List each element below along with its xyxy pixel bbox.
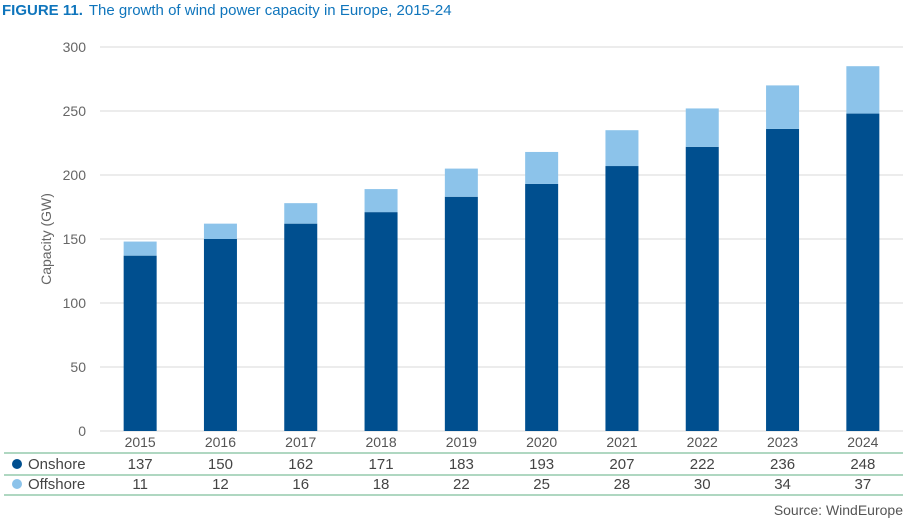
- bar-onshore-2023: [766, 128, 800, 432]
- table-value-offshore: 18: [373, 476, 390, 493]
- x-tick-label: 2015: [125, 434, 156, 450]
- table-value-offshore: 37: [855, 476, 872, 493]
- table-value-offshore: 11: [132, 476, 148, 493]
- bar-offshore-2017: [284, 203, 318, 224]
- table-value-onshore: 183: [449, 456, 474, 473]
- table-value-onshore: 236: [770, 456, 795, 473]
- table-value-offshore: 28: [614, 476, 631, 493]
- y-tick-label: 100: [63, 295, 87, 311]
- table-value-offshore: 34: [774, 476, 791, 493]
- bar-onshore-2024: [846, 113, 880, 431]
- table-value-onshore: 137: [128, 456, 153, 473]
- x-tick-label: 2017: [285, 434, 316, 450]
- y-axis-label: Capacity (GW): [38, 193, 54, 285]
- bar-offshore-2016: [203, 223, 237, 239]
- legend-marker-onshore: [12, 459, 22, 469]
- x-tick-label: 2016: [205, 434, 236, 450]
- bar-offshore-2023: [766, 85, 800, 129]
- table-value-offshore: 12: [212, 476, 229, 493]
- y-tick-label: 250: [63, 103, 87, 119]
- bar-offshore-2020: [525, 151, 559, 184]
- y-tick-label: 300: [63, 39, 87, 55]
- x-tick-label: 2019: [446, 434, 477, 450]
- bar-offshore-2019: [444, 168, 478, 197]
- bar-onshore-2016: [203, 239, 237, 431]
- x-tick-label: 2023: [767, 434, 798, 450]
- x-tick-label: 2020: [526, 434, 557, 450]
- bar-onshore-2022: [685, 146, 719, 431]
- table-value-offshore: 16: [292, 476, 309, 493]
- bar-onshore-2021: [605, 166, 639, 432]
- legend-marker-offshore: [12, 479, 22, 489]
- table-value-onshore: 171: [369, 456, 394, 473]
- y-tick-label: 200: [63, 167, 87, 183]
- bar-offshore-2015: [123, 241, 157, 256]
- x-tick-label: 2022: [687, 434, 718, 450]
- bar-offshore-2024: [846, 66, 880, 114]
- y-tick-label: 50: [70, 359, 86, 375]
- table-value-onshore: 150: [208, 456, 233, 473]
- y-tick-label: 0: [78, 423, 86, 439]
- bar-onshore-2015: [123, 255, 157, 431]
- chart-title: FIGURE 11. The growth of wind power capac…: [2, 2, 452, 19]
- bar-onshore-2018: [364, 212, 398, 431]
- x-tick-label: 2021: [606, 434, 637, 450]
- bar-offshore-2018: [364, 189, 398, 213]
- source-note: Source: WindEurope: [773, 502, 903, 518]
- table-value-onshore: 207: [609, 456, 634, 473]
- bar-offshore-2021: [605, 130, 639, 167]
- bar-onshore-2017: [284, 223, 318, 431]
- table-value-onshore: 162: [288, 456, 313, 473]
- table-value-onshore: 222: [690, 456, 715, 473]
- bar-offshore-2022: [685, 108, 719, 147]
- table-value-offshore: 22: [453, 476, 470, 493]
- x-tick-label: 2024: [847, 434, 878, 450]
- x-tick-label: 2018: [365, 434, 396, 450]
- table-value-offshore: 25: [533, 476, 550, 493]
- table-value-offshore: 30: [694, 476, 711, 493]
- bar-onshore-2019: [444, 196, 478, 431]
- figure-title: The growth of wind power capacity in Eur…: [88, 2, 452, 19]
- legend-label-onshore: Onshore: [28, 456, 86, 473]
- table-value-onshore: 248: [850, 456, 875, 473]
- table-value-onshore: 193: [529, 456, 554, 473]
- legend-label-offshore: Offshore: [28, 476, 85, 493]
- bar-onshore-2020: [525, 183, 559, 431]
- y-tick-label: 150: [63, 231, 87, 247]
- figure-label: FIGURE 11.: [2, 2, 83, 19]
